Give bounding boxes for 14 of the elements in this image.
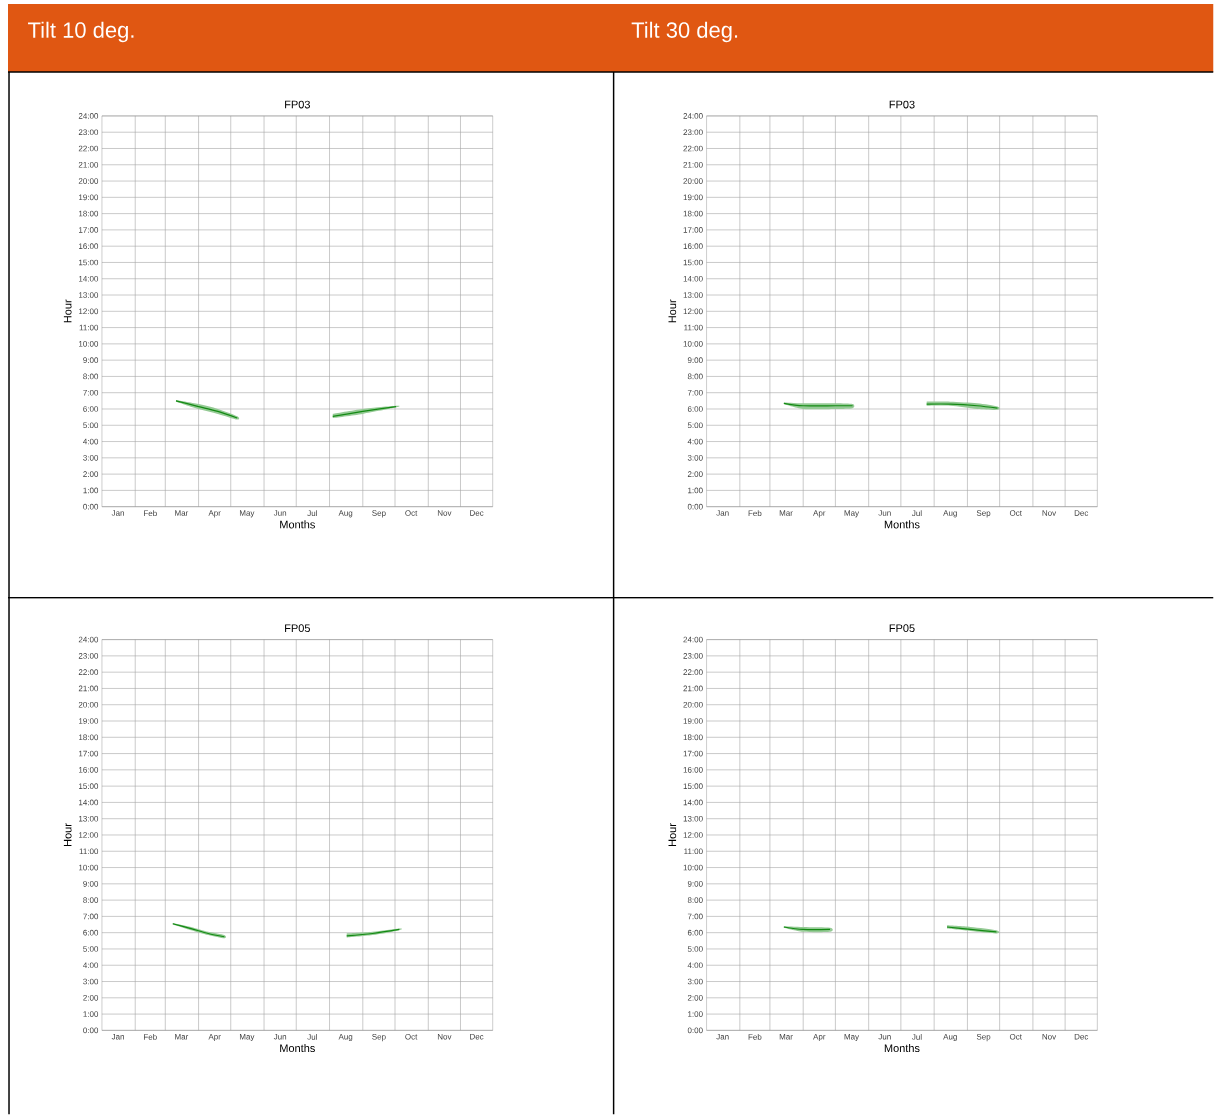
x-axis-title: Months: [884, 1043, 920, 1053]
chart-title: FP03: [285, 100, 310, 109]
text: Tilt 10 deg.: [28, 21, 134, 43]
y-axis-title: Hour: [668, 299, 677, 323]
chart-title: FP03: [889, 100, 915, 109]
x-axis-title: Months: [280, 520, 315, 529]
y-axis-title: Hour: [668, 823, 677, 846]
x-axis-title: Months: [884, 520, 920, 529]
x-axis-title: Months: [280, 1043, 315, 1053]
y-axis-title: Hour: [63, 823, 72, 846]
y-axis-title: Hour: [63, 299, 72, 323]
chart-title: FP05: [889, 624, 915, 633]
text: Tilt 30 deg.: [631, 21, 738, 43]
chart-title: FP05: [285, 624, 310, 633]
